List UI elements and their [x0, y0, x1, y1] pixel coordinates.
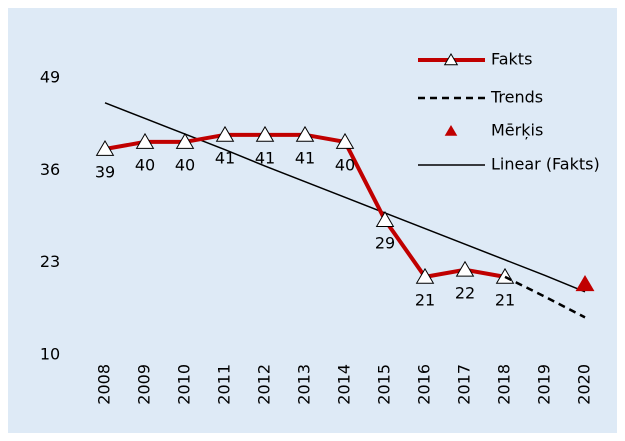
y-tick-label: 36	[40, 160, 60, 179]
chart-background	[8, 8, 617, 433]
data-label: 41	[295, 148, 315, 167]
y-tick-label: 10	[40, 345, 60, 364]
x-tick-label: 2020	[575, 364, 594, 405]
legend-label: Fakts	[491, 50, 532, 69]
point-marker	[255, 125, 275, 142]
point-marker	[455, 260, 475, 277]
y-tick-label: 23	[40, 252, 60, 271]
point-marker	[95, 140, 115, 156]
data-label: 41	[255, 148, 275, 167]
data-label: 41	[215, 148, 235, 167]
point-marker	[575, 274, 595, 292]
point-marker	[175, 132, 195, 149]
legend-label: Trends	[490, 88, 543, 107]
data-label: 21	[415, 290, 435, 309]
x-tick-label: 2012	[255, 364, 274, 405]
x-tick-label: 2010	[175, 364, 194, 405]
point-marker	[135, 132, 155, 149]
series-line	[504, 275, 586, 319]
data-label: 40	[175, 155, 195, 174]
data-label: 40	[135, 155, 155, 174]
legend-marker	[444, 125, 458, 136]
point-marker	[295, 125, 315, 142]
data-label: 21	[495, 290, 515, 309]
point-marker	[375, 211, 395, 227]
legend-label: Mērķis	[491, 121, 543, 140]
data-label: 29	[375, 234, 395, 253]
x-tick-label: 2009	[135, 364, 154, 405]
x-tick-label: 2016	[415, 364, 434, 405]
data-label: 40	[335, 155, 355, 174]
x-tick-label: 2014	[335, 364, 354, 405]
point-marker	[415, 267, 435, 284]
point-marker	[215, 125, 235, 142]
x-tick-label: 2013	[295, 364, 314, 405]
data-label: 39	[95, 163, 115, 182]
x-tick-label: 2019	[535, 364, 554, 405]
x-tick-label: 2018	[495, 364, 514, 405]
x-tick-label: 2011	[215, 364, 234, 405]
x-tick-label: 2015	[375, 364, 394, 405]
x-tick-label: 2008	[95, 364, 114, 405]
x-tick-label: 2017	[455, 364, 474, 405]
point-marker	[335, 132, 355, 149]
legend-label: Linear (Fakts)	[491, 155, 600, 174]
legend-marker	[443, 53, 459, 66]
y-tick-label: 49	[40, 68, 60, 87]
data-label: 22	[455, 283, 475, 302]
